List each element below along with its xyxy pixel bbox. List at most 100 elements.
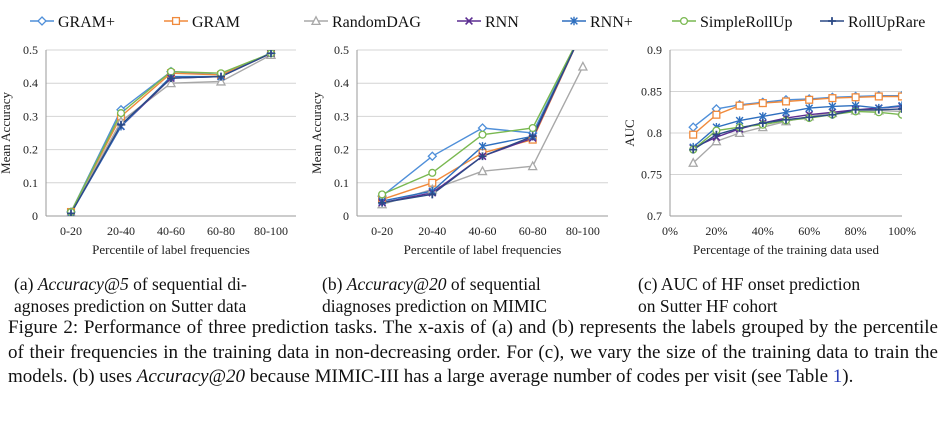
chart-b-series-lines [381,50,584,206]
chart-a-sutter-accuracy5: 0 0.1 0.2 0.3 0.4 0.5 0-20 20-40 40-60 60-80 80-10… [0,43,296,257]
chart-c-y-axis-title: AUC [622,119,637,146]
chart-c-x-axis-title: Percentage of the training data used [693,242,879,257]
chart-b-x-axis-title: Percentile of label frequencies [404,242,562,257]
chart-a-xtick-label: 40-60 [157,224,185,238]
chart-b-point-gram [427,151,438,162]
chart-a-point-simplerollup [116,109,126,118]
chart-a-point-rolluprare [67,209,75,216]
chart-c-series-simplerollup [692,110,902,151]
chart-b-xtick-label: 80-100 [566,224,600,238]
chart-c-point-gram [897,92,902,101]
chart-a-point-randomdag [165,77,177,88]
chart-c-point-gram [689,130,698,139]
chart-b-ytick-label: 0.5 [334,43,349,57]
chart-c-point-rolluprare [758,119,767,127]
figure-caption: Figure 2: Performance of three predictio… [8,317,938,387]
chart-a-xtick-label: 60-80 [207,224,235,238]
chart-c-point-rolluprare [874,105,883,114]
chart-c-point-gram [758,99,767,108]
chart-b-ytick-label: 0 [343,209,349,223]
chart-c-point-gram [805,95,814,104]
legend-marker-rnn [570,16,578,26]
chart-c-point-gram [781,97,791,106]
chart-a-ytick-label: 0 [32,209,38,223]
legend-label-gram: GRAM+ [58,14,115,31]
legend-marker-gram [171,16,181,26]
chart-b-point-simplerollup [528,123,537,133]
chart-c-point-rnn [782,108,790,117]
chart-c-point-rolluprare [828,110,837,119]
legend-marker-randomdag [310,15,322,26]
chart-c-point-rnn [898,101,902,110]
chart-c-point-randomdag [734,127,745,138]
legend: GRAM+ GRAM RandomDAG RNN RNN+ SimpleRollUp Rol… [30,14,925,31]
chart-c-point-rolluprare [712,130,721,139]
chart-c-point-gram [735,101,744,110]
chart-c-point-rolluprare [735,124,744,132]
chart-c-point-gram [874,92,883,101]
caption-a: (a) Accuracy@5 of sequential di- agnoses… [14,274,247,316]
chart-c-ytick-label: 0.9 [647,43,662,57]
chart-c-ytick-label: 0.8 [647,126,662,140]
chart-c-ytick-label: 0.85 [641,85,662,99]
chart-c-point-rolluprare [805,113,814,122]
chart-a-xtick-label: 80-100 [254,224,288,238]
legend-label-gram: GRAM [192,14,240,31]
chart-c-point-rolluprare [782,115,790,124]
chart-c-series-rnn [692,104,902,148]
chart-c-point-rnn [805,103,814,113]
legend-marker-gram [37,16,47,26]
chart-c-xtick-label: 80% [845,224,867,238]
chart-a-ytick-label: 0.4 [23,76,38,90]
chart-b-point-randomdag [527,160,538,171]
chart-c-xtick-label: 60% [798,224,820,238]
chart-a-xtick-label: 20-40 [107,224,135,238]
chart-c-point-gram [851,93,860,102]
legend-item-gram: GRAM [164,14,240,31]
legend-item-gram: GRAM+ [30,14,115,31]
chart-b-point-rolluprare [478,152,487,161]
chart-c-hf-auc: 0.7 0.75 0.8 0.85 0.9 0% 20% 40% 60% 80% 100% Perce… [622,43,916,257]
legend-item-rnn: RNN+ [562,14,633,31]
chart-c-point-gram [828,94,837,103]
chart-a-ytick-label: 0.3 [23,109,38,123]
chart-a-ytick-label: 0.1 [23,176,38,190]
chart-c-point-rolluprare [851,105,860,114]
chart-b-xtick-label: 0-20 [371,224,393,238]
chart-c-series-rnn [692,105,902,149]
chart-b-ytick-label: 0.4 [334,76,349,90]
chart-b-point-rolluprare [428,190,437,199]
chart-b-series-markers [377,61,588,209]
chart-c-point-simplerollup [897,110,902,119]
chart-b-ytick-label: 0.3 [334,109,349,123]
chart-a-xtick-label: 0-20 [60,224,82,238]
legend-item-rolluprare: RollUpRare [820,14,925,31]
legend-item-randomdag: RandomDAG [304,14,421,31]
chart-b-y-axis-title: Mean Accuracy [310,92,324,174]
chart-a-ytick-label: 0.2 [23,143,38,157]
legend-label-rnn: RNN [485,14,519,31]
chart-b-point-rnn [478,142,487,151]
chart-c-ytick-label: 0.7 [647,209,662,223]
chart-b-xtick-label: 20-40 [418,224,446,238]
chart-c-ytick-label: 0.75 [641,168,662,182]
chart-c-point-rolluprare [689,145,698,154]
chart-c-point-rolluprare [898,105,902,113]
chart-c-xtick-label: 40% [752,224,774,238]
chart-b-point-simplerollup [428,168,437,177]
chart-b-ytick-label: 0.2 [334,143,349,157]
chart-c-xtick-label: 100% [888,224,916,238]
legend-label-simplerollup: SimpleRollUp [700,14,792,31]
table-reference-link[interactable]: 1 [832,366,843,387]
chart-c-xtick-label: 0% [662,224,678,238]
legend-marker-rnn [465,17,473,25]
chart-b-ytick-label: 0.1 [334,176,349,190]
chart-b-point-randomdag [577,61,588,71]
chart-c-series-gram [692,95,902,136]
legend-label-randomdag: RandomDAG [332,14,421,31]
legend-item-rnn: RNN [457,14,519,31]
caption-c: (c) AUC of HF onset prediction on Sutter… [638,274,861,316]
chart-a-point-rolluprare [117,120,125,129]
chart-b-xtick-label: 40-60 [469,224,497,238]
